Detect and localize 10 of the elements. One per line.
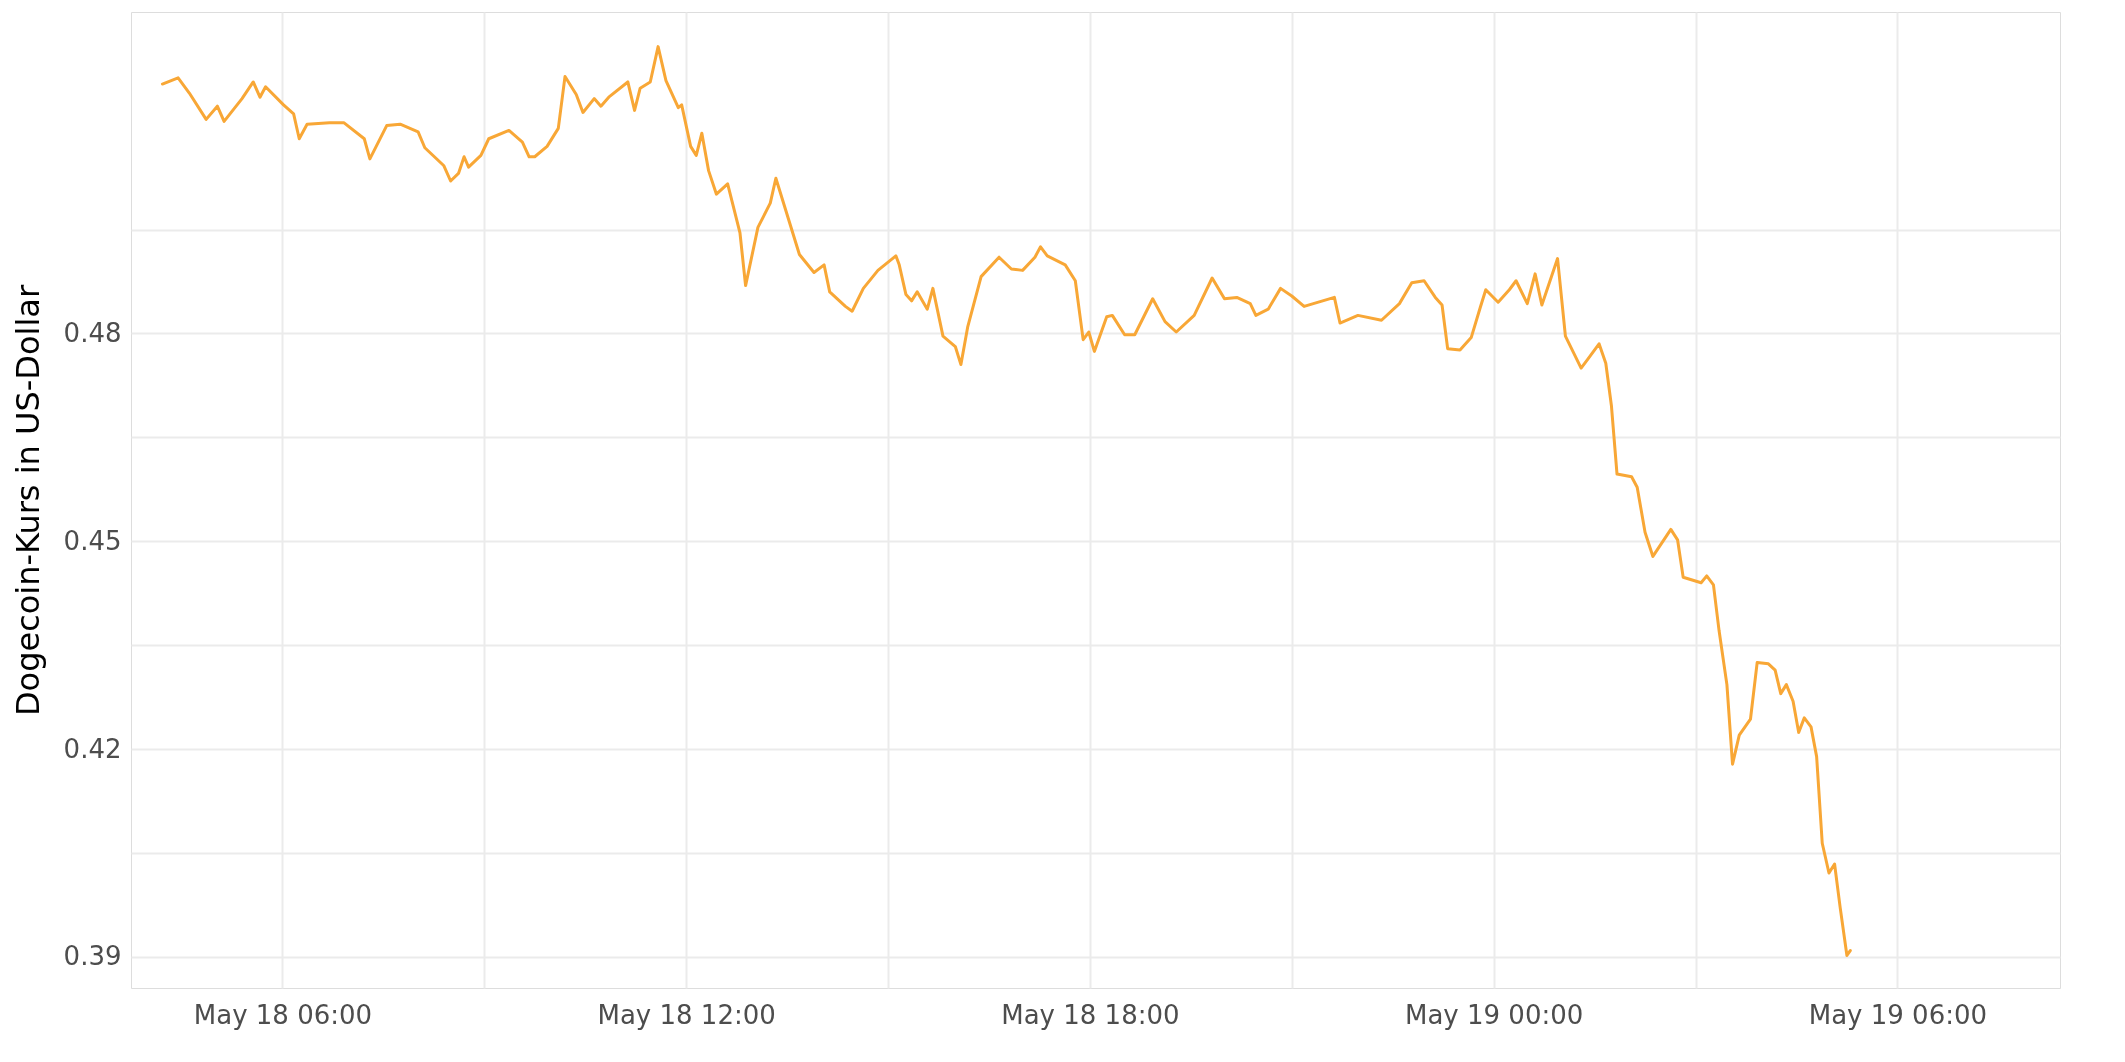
y-tick-label: 0.48 xyxy=(63,317,122,348)
y-axis-title: Dogecoin-Kurs in US-Dollar xyxy=(8,284,47,717)
x-tick-label: May 18 18:00 xyxy=(1001,999,1180,1030)
y-tick-label: 0.39 xyxy=(63,941,122,972)
y-tick-label: 0.45 xyxy=(63,525,122,556)
x-tick-label: May 18 06:00 xyxy=(193,999,373,1030)
x-tick-label: May 19 06:00 xyxy=(1808,999,1988,1030)
y-tick-label: 0.42 xyxy=(63,733,122,764)
x-tick-label: May 19 00:00 xyxy=(1404,999,1584,1030)
x-tick-label: May 18 12:00 xyxy=(597,999,776,1030)
